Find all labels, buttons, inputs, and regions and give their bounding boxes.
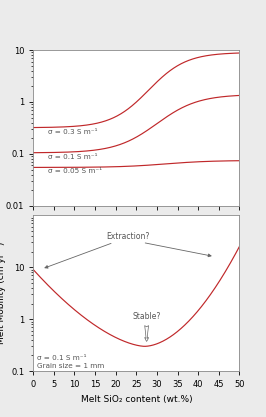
Text: Extraction?: Extraction? [106, 232, 150, 241]
Text: σ = 0.1 S m⁻¹: σ = 0.1 S m⁻¹ [48, 154, 97, 160]
Text: σ = 0.05 S m⁻¹: σ = 0.05 S m⁻¹ [48, 168, 102, 174]
Text: σ = 0.1 S m⁻¹
Grain size = 1 mm: σ = 0.1 S m⁻¹ Grain size = 1 mm [37, 354, 105, 369]
Text: σ = 0.3 S m⁻¹: σ = 0.3 S m⁻¹ [48, 129, 97, 136]
Y-axis label: Melt Mobility (cm yr⁻¹): Melt Mobility (cm yr⁻¹) [0, 242, 6, 344]
Text: Stable?: Stable? [132, 312, 161, 321]
X-axis label: Melt SiO₂ content (wt.%): Melt SiO₂ content (wt.%) [81, 395, 192, 404]
